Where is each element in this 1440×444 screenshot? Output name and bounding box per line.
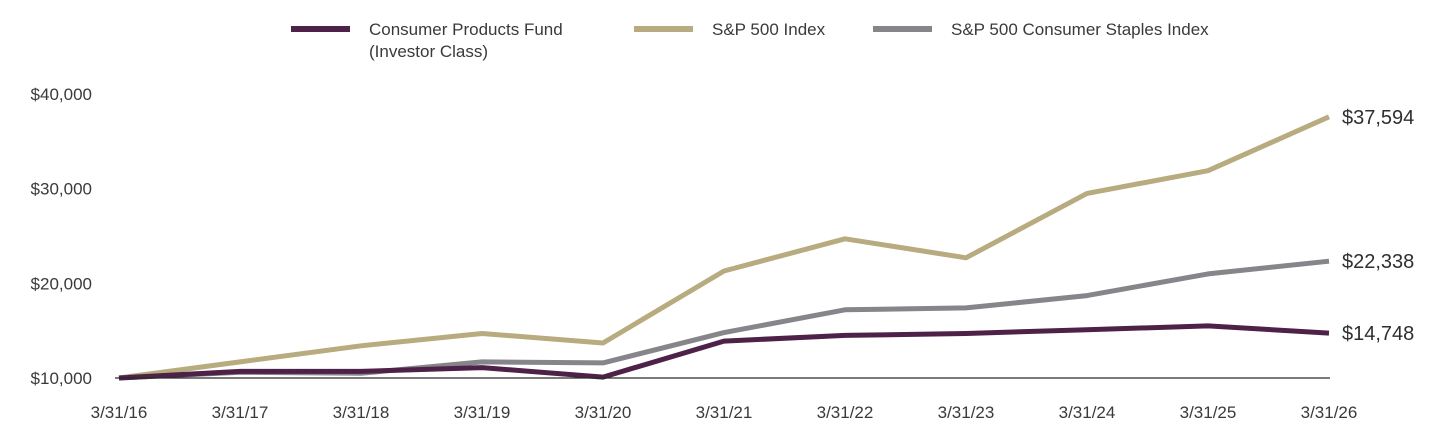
series-line-1 <box>118 258 1330 381</box>
series-line-2 <box>118 323 1330 381</box>
x-tick-label: 3/31/20 <box>575 403 632 422</box>
legend-label: S&P 500 Index <box>712 20 826 39</box>
y-tick-label: $20,000 <box>31 274 92 293</box>
x-axis: 3/31/16 3/31/17 3/31/18 3/31/19 3/31/20 3/31/… <box>91 403 1358 422</box>
x-tick-label: 3/31/22 <box>817 403 874 422</box>
x-tick-label: 3/31/18 <box>333 403 390 422</box>
chart-legend: Consumer Products Fund (Investor Class) S&… <box>291 20 1209 61</box>
legend-label: Consumer Products Fund <box>369 20 563 39</box>
end-value-label: $37,594 <box>1342 107 1414 129</box>
y-tick-label: $30,000 <box>31 180 92 199</box>
end-value-labels: $37,594 $22,338 $14,748 <box>1342 107 1414 345</box>
x-tick-label: 3/31/23 <box>938 403 995 422</box>
x-tick-label: 3/31/16 <box>91 403 148 422</box>
y-tick-label: $40,000 <box>31 85 92 104</box>
x-tick-label: 3/31/26 <box>1301 403 1358 422</box>
x-tick-label: 3/31/17 <box>212 403 269 422</box>
x-tick-label: 3/31/25 <box>1180 403 1237 422</box>
series-lines <box>118 114 1331 381</box>
x-tick-label: 3/31/21 <box>696 403 753 422</box>
end-value-label: $22,338 <box>1342 251 1414 273</box>
series-line-0 <box>118 114 1331 381</box>
legend-label: S&P 500 Consumer Staples Index <box>951 20 1209 39</box>
x-tick-label: 3/31/19 <box>454 403 511 422</box>
y-tick-label: $10,000 <box>31 369 92 388</box>
y-axis: $10,000 $20,000 $30,000 $40,000 <box>31 85 92 388</box>
x-tick-label: 3/31/24 <box>1059 403 1116 422</box>
legend-label: (Investor Class) <box>369 42 488 61</box>
end-value-label: $14,748 <box>1342 323 1414 345</box>
